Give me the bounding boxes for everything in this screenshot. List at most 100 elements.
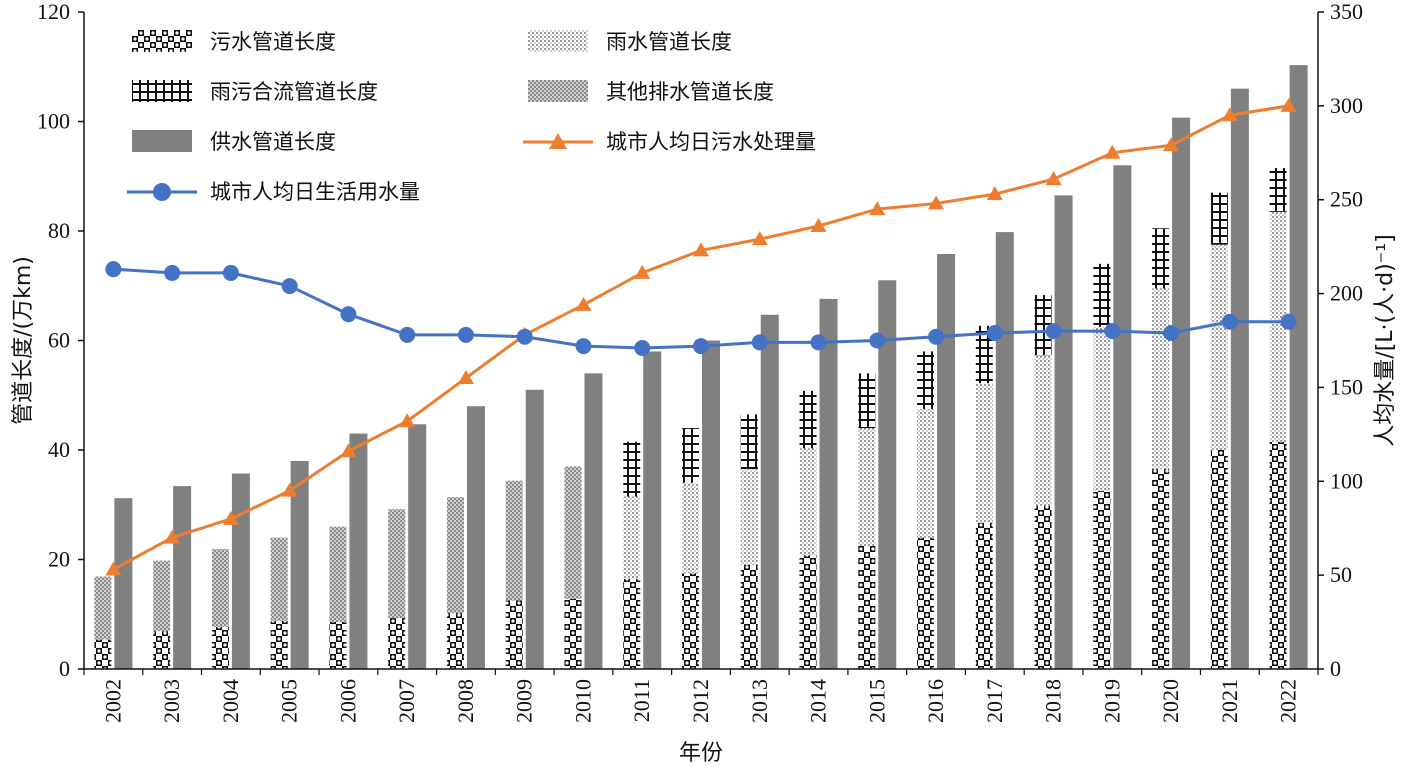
stacked-bar-grid-2015 bbox=[858, 373, 876, 429]
supply-bar-2013 bbox=[760, 314, 779, 669]
left-tick-label: 20 bbox=[48, 547, 70, 572]
circle-marker-2010 bbox=[575, 338, 592, 355]
x-tick-label-2007: 2007 bbox=[394, 679, 419, 723]
stacked-bar-checker-2011 bbox=[623, 578, 641, 669]
stacked-bar-crosshatch-2009 bbox=[505, 480, 523, 601]
stacked-bar-dots-2015 bbox=[858, 428, 876, 546]
legend-label-crosshatch: 其他排水管道长度 bbox=[606, 80, 774, 104]
lines-layer bbox=[105, 97, 1297, 576]
supply-bar-2007 bbox=[408, 424, 427, 669]
right-tick-label: 100 bbox=[1330, 468, 1363, 493]
stacked-bar-crosshatch-2008 bbox=[446, 497, 464, 614]
supply-bar-2008 bbox=[466, 406, 485, 669]
supply-bar-2020 bbox=[1172, 117, 1191, 670]
stacked-bar-grid-2018 bbox=[1034, 295, 1052, 356]
stacked-bar-checker-2015 bbox=[858, 545, 876, 669]
stacked-bar-checker-2012 bbox=[682, 573, 699, 669]
stacked-bar-crosshatch-2006 bbox=[329, 526, 347, 622]
stacked-bar-dots-2018 bbox=[1034, 355, 1052, 506]
stacked-bar-dots-2012 bbox=[682, 482, 699, 574]
supply-bar-2006 bbox=[349, 433, 368, 669]
stacked-bar-checker-2017 bbox=[975, 522, 993, 669]
triangle-marker-2012 bbox=[693, 242, 709, 257]
stacked-bar-checker-2007 bbox=[388, 618, 406, 669]
circle-marker-2003 bbox=[164, 264, 181, 281]
x-tick-label-2015: 2015 bbox=[864, 679, 889, 723]
stacked-bar-grid-2013 bbox=[740, 414, 758, 470]
stacked-bar-grid-2017 bbox=[975, 325, 993, 384]
stacked-bar-grid-2022 bbox=[1269, 168, 1287, 212]
right-tick-label: 200 bbox=[1330, 281, 1363, 306]
triangle-marker-2019 bbox=[1104, 144, 1121, 159]
x-tick-label-2011: 2011 bbox=[629, 679, 654, 722]
left-tick-label: 0 bbox=[59, 656, 70, 681]
triangle-marker-2018 bbox=[1045, 171, 1062, 186]
x-tick-label-2022: 2022 bbox=[1276, 679, 1301, 723]
stacked-bar-checker-2006 bbox=[329, 621, 347, 669]
triangle-marker-2007 bbox=[399, 413, 416, 428]
stacked-bar-checker-2008 bbox=[446, 613, 464, 669]
x-tick-label-2008: 2008 bbox=[453, 679, 478, 723]
x-tick-label-2009: 2009 bbox=[512, 679, 537, 723]
left-tick-label: 120 bbox=[37, 0, 70, 24]
stacked-bar-crosshatch-2002 bbox=[94, 576, 112, 640]
stacked-bar-dots-2020 bbox=[1152, 288, 1170, 470]
triangle-marker-2020 bbox=[1163, 137, 1180, 152]
triangle-marker-2008 bbox=[457, 370, 474, 385]
right-tick-label: 350 bbox=[1330, 0, 1363, 24]
circle-marker-2019 bbox=[1104, 323, 1121, 340]
legend-swatch-dots bbox=[528, 30, 588, 52]
stacked-bar-crosshatch-2010 bbox=[564, 466, 582, 599]
circle-marker-2017 bbox=[986, 324, 1003, 341]
stacked-bar-checker-2018 bbox=[1034, 505, 1052, 669]
circle-marker-2014 bbox=[810, 334, 827, 351]
circle-marker-2016 bbox=[928, 328, 945, 345]
triangle-marker-2005 bbox=[281, 482, 298, 497]
legend-label-gray: 供水管道长度 bbox=[210, 130, 336, 154]
x-tick-label-2005: 2005 bbox=[277, 679, 302, 723]
triangle-marker-2016 bbox=[928, 195, 945, 210]
supply-bar-2021 bbox=[1230, 88, 1249, 669]
triangle-marker-2003 bbox=[164, 529, 181, 544]
x-tick-label-2019: 2019 bbox=[1099, 679, 1124, 723]
right-tick-label: 50 bbox=[1330, 562, 1352, 587]
left-axis-title: 管道长度/(万km) bbox=[11, 256, 36, 425]
stacked-bar-grid-2019 bbox=[1093, 263, 1111, 327]
circle-marker-2018 bbox=[1045, 323, 1062, 340]
supply-bar-2019 bbox=[1113, 165, 1132, 670]
legend-label-orange-line: 城市人均日污水处理量 bbox=[606, 130, 816, 154]
x-tick-label-2012: 2012 bbox=[688, 679, 713, 723]
legend-swatch-crosshatch bbox=[528, 80, 588, 102]
stacked-bar-dots-2022 bbox=[1269, 211, 1287, 442]
right-axis-title: 人均水量/[L·(人·d)⁻¹] bbox=[1373, 234, 1398, 446]
stacked-bar-crosshatch-2007 bbox=[388, 509, 406, 619]
legend-label-dots: 雨水管道长度 bbox=[606, 30, 732, 54]
right-tick-label: 0 bbox=[1330, 656, 1341, 681]
legend-label-checker: 污水管道长度 bbox=[210, 30, 336, 54]
triangle-marker-2022 bbox=[1280, 97, 1297, 112]
stacked-bar-checker-2016 bbox=[917, 537, 935, 669]
supply-bar-2014 bbox=[819, 298, 838, 669]
legend-swatch-checker bbox=[132, 30, 192, 52]
supply-bar-2022 bbox=[1289, 65, 1308, 670]
stacked-bar-grid-2014 bbox=[799, 390, 817, 449]
stacked-bar-crosshatch-2005 bbox=[270, 537, 288, 621]
supply-bar-2003 bbox=[173, 486, 192, 669]
circle-marker-2007 bbox=[399, 326, 416, 343]
supply-bar-2016 bbox=[937, 253, 956, 669]
stacked-bar-checker-2020 bbox=[1152, 469, 1170, 669]
x-tick-label-2013: 2013 bbox=[747, 679, 772, 723]
triangle-marker-2011 bbox=[634, 264, 651, 279]
supply-bar-2015 bbox=[878, 280, 897, 669]
stacked-bar-grid-2016 bbox=[917, 351, 935, 409]
circle-marker-2005 bbox=[281, 278, 298, 295]
left-tick-label: 80 bbox=[48, 218, 70, 243]
right-tick-label: 250 bbox=[1330, 187, 1363, 212]
x-tick-label-2002: 2002 bbox=[100, 679, 125, 723]
axes-layer: 0 20 40 60 80 100 120 0 50 100 150 200 250 300 350 2002… bbox=[11, 0, 1398, 766]
left-tick-label: 100 bbox=[37, 109, 70, 134]
circle-marker-2020 bbox=[1163, 324, 1180, 341]
legend-swatch-gray bbox=[132, 130, 192, 152]
stacked-bar-checker-2022 bbox=[1269, 441, 1287, 669]
